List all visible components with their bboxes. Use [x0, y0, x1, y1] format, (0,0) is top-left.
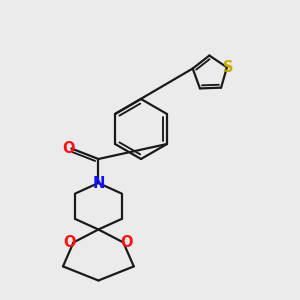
- Text: O: O: [64, 235, 76, 250]
- Text: O: O: [121, 235, 133, 250]
- Text: S: S: [223, 60, 234, 75]
- Text: O: O: [62, 141, 75, 156]
- Text: N: N: [92, 176, 105, 190]
